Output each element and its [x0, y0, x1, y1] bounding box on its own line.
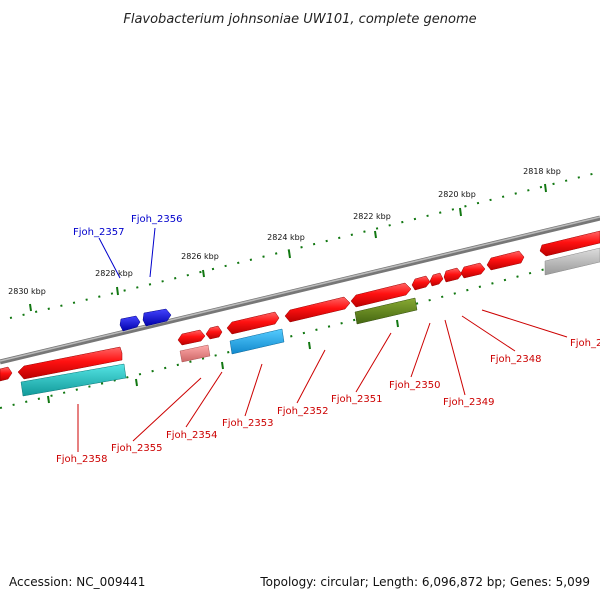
gene-label[interactable]: Fjoh_2358	[56, 454, 107, 465]
kbp-label: 2828 kbp	[95, 269, 133, 278]
pseudo-gene[interactable]	[544, 247, 600, 276]
inner-strand-genes	[20, 247, 600, 397]
gene-label[interactable]: Fjoh_2354	[166, 430, 217, 441]
gene-label[interactable]: Fjoh_2347	[570, 338, 600, 349]
gene-arrow[interactable]	[0, 366, 13, 382]
gene-label[interactable]: Fjoh_2350	[389, 380, 440, 391]
gene-block[interactable]	[20, 363, 127, 397]
gene-arrow[interactable]	[350, 282, 412, 308]
accession-text: Accession: NC_009441	[9, 575, 145, 589]
inner-ruler	[0, 253, 600, 409]
gene-label[interactable]: Fjoh_2348	[490, 354, 541, 365]
forward-strand-genes	[0, 230, 600, 382]
gene-arrow[interactable]	[177, 329, 206, 346]
gene-arrow[interactable]	[539, 230, 600, 257]
kbp-label: 2818 kbp	[523, 167, 561, 176]
gene-arrow[interactable]	[443, 267, 463, 283]
gene-arrow-blue[interactable]	[119, 315, 141, 332]
gene-labels: Fjoh_2347 Fjoh_2348 Fjoh_2349 Fjoh_2350 …	[56, 214, 600, 465]
kbp-label: 2826 kbp	[181, 252, 219, 261]
gene-label[interactable]: Fjoh_2357	[73, 227, 124, 238]
gene-label[interactable]: Fjoh_2353	[222, 418, 273, 429]
gene-block[interactable]	[229, 328, 285, 355]
genome-backbone	[0, 215, 600, 365]
gene-arrow[interactable]	[17, 346, 123, 380]
gene-arrow[interactable]	[486, 250, 525, 271]
kbp-label: 2820 kbp	[438, 190, 476, 199]
label-leaders	[77, 227, 568, 452]
gene-label[interactable]: Fjoh_2356	[131, 214, 182, 225]
gene-arrow[interactable]	[411, 275, 431, 291]
gene-label[interactable]: Fjoh_2349	[443, 397, 494, 408]
kbp-label: 2824 kbp	[267, 233, 305, 242]
major-ticks	[29, 183, 547, 404]
topology-text: Topology: circular; Length: 6,096,872 bp…	[259, 575, 590, 589]
gene-label[interactable]: Fjoh_2355	[111, 443, 162, 454]
gene-label[interactable]: Fjoh_2351	[331, 394, 382, 405]
gene-arrow[interactable]	[429, 272, 444, 287]
gene-arrow[interactable]	[205, 325, 223, 340]
gene-arrow[interactable]	[226, 311, 280, 335]
gene-label[interactable]: Fjoh_2352	[277, 406, 328, 417]
gene-block[interactable]	[354, 297, 418, 325]
map-title: Flavobacterium johnsoniae UW101, complet…	[123, 12, 476, 27]
kbp-label: 2830 kbp	[8, 287, 46, 296]
gene-block[interactable]	[179, 344, 211, 363]
kbp-labels: 2818 kbp 2820 kbp 2822 kbp 2824 kbp 2826…	[8, 167, 561, 296]
gene-arrow[interactable]	[460, 262, 486, 279]
kbp-label: 2822 kbp	[353, 212, 391, 221]
gene-arrow[interactable]	[284, 296, 351, 323]
genome-backbone-highlight	[0, 216, 600, 362]
scale-ruler	[9, 171, 600, 319]
gene-arrow-blue[interactable]	[142, 308, 172, 327]
